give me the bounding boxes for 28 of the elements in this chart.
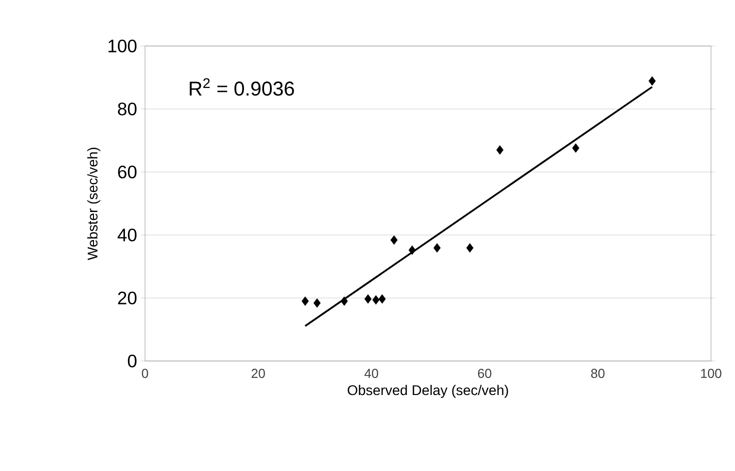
x-tick-label: 100 (701, 368, 722, 378)
y-tick-label: 40 (118, 228, 137, 242)
point (378, 294, 386, 304)
x-tick-label: 40 (364, 368, 378, 378)
point (340, 296, 348, 306)
point (572, 143, 580, 153)
point (648, 76, 656, 86)
point (390, 235, 398, 245)
annotation: R$^{2}$ = 0.9036 (190, 78, 294, 96)
x-tick-label: 60 (478, 368, 492, 378)
x-tick-label: 20 (252, 368, 265, 378)
y-axis-title: Webster (sec/veh) (87, 148, 100, 260)
y-tick-label: 20 (118, 292, 137, 304)
y-tick-label: 100 (108, 40, 137, 52)
x-tick-label: 80 (591, 368, 605, 378)
x-axis-title: Observed Delay (sec/veh) (348, 384, 508, 398)
point (313, 298, 321, 308)
y-tick-label: 60 (118, 166, 137, 178)
point (372, 295, 380, 305)
y-tick-label: 80 (118, 102, 137, 116)
x-tick-label: 0 (142, 368, 148, 378)
point (364, 294, 372, 304)
point (408, 245, 416, 255)
point (302, 296, 309, 306)
point (466, 243, 474, 253)
point (496, 145, 504, 155)
point (433, 243, 441, 253)
y-tick-label: 0 (128, 354, 137, 368)
